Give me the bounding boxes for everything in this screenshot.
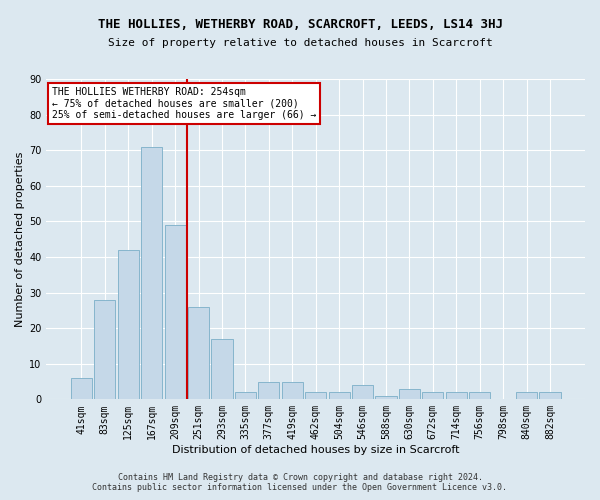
Bar [71,378,92,400]
Bar [164,225,185,400]
Text: THE HOLLIES WETHERBY ROAD: 254sqm
← 75% of detached houses are smaller (200)
25%: THE HOLLIES WETHERBY ROAD: 254sqm ← 75% … [52,87,316,120]
Text: THE HOLLIES, WETHERBY ROAD, SCARCROFT, LEEDS, LS14 3HJ: THE HOLLIES, WETHERBY ROAD, SCARCROFT, L… [97,18,503,30]
Bar [516,392,537,400]
Bar [352,385,373,400]
Bar [305,392,326,400]
Bar [94,300,115,400]
X-axis label: Distribution of detached houses by size in Scarcroft: Distribution of detached houses by size … [172,445,460,455]
Bar [141,146,162,400]
Bar [539,392,560,400]
Bar [211,339,233,400]
Bar [188,307,209,400]
Bar [235,392,256,400]
Bar [282,382,303,400]
Bar [446,392,467,400]
Bar [399,388,420,400]
Text: Contains HM Land Registry data © Crown copyright and database right 2024.
Contai: Contains HM Land Registry data © Crown c… [92,473,508,492]
Bar [259,382,280,400]
Bar [118,250,139,400]
Bar [329,392,350,400]
Text: Size of property relative to detached houses in Scarcroft: Size of property relative to detached ho… [107,38,493,48]
Bar [469,392,490,400]
Y-axis label: Number of detached properties: Number of detached properties [15,152,25,327]
Bar [422,392,443,400]
Bar [376,396,397,400]
